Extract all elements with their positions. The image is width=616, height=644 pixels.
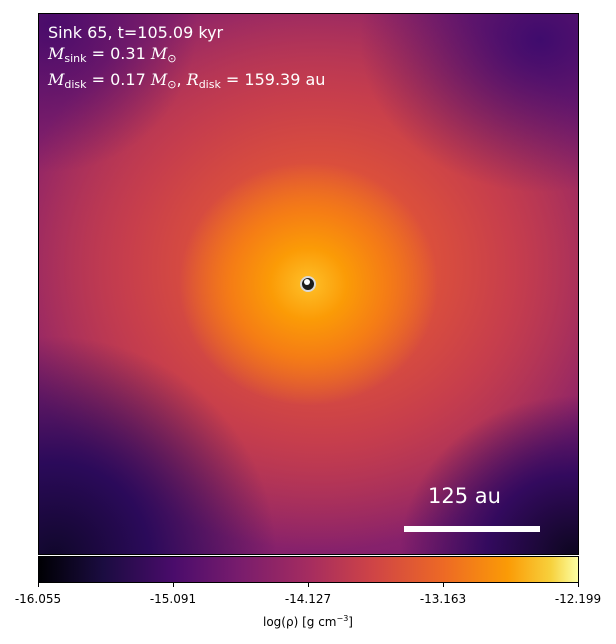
- density-map-panel: Sink 65, t=105.09 kyr Msink = 0.31 M⊙ Md…: [38, 13, 579, 555]
- scale-bar-label: 125 au: [428, 484, 501, 508]
- colorbar-tick: [308, 583, 309, 587]
- colorbar-tick-label: -16.055: [14, 592, 62, 606]
- colorbar-tick-label: -13.163: [419, 592, 467, 606]
- colorbar-tick: [38, 583, 39, 587]
- colorbar-tick-label: -12.199: [554, 592, 602, 606]
- colorbar: [38, 556, 579, 583]
- disk-properties-label: Mdisk = 0.17 M⊙, Rdisk = 159.39 au: [48, 70, 326, 91]
- density-shading: [358, 14, 578, 194]
- density-shading: [39, 14, 199, 174]
- sink-particle-marker: [300, 276, 316, 292]
- colorbar-tick: [578, 583, 579, 587]
- sink-mass-label: Msink = 0.31 M⊙: [48, 44, 177, 65]
- colorbar-tick-label: -14.127: [284, 592, 332, 606]
- colorbar-tick-label: -15.091: [149, 592, 197, 606]
- density-shading: [39, 334, 279, 554]
- scale-bar: [404, 526, 540, 532]
- annotation-block: Sink 65, t=105.09 kyr Msink = 0.31 M⊙ Md…: [48, 22, 325, 95]
- colorbar-tick: [173, 583, 174, 587]
- colorbar-tick: [443, 583, 444, 587]
- colorbar-axis-label: log(ρ) [g cm−3]: [263, 614, 353, 629]
- sink-time-label: Sink 65, t=105.09 kyr: [48, 23, 224, 42]
